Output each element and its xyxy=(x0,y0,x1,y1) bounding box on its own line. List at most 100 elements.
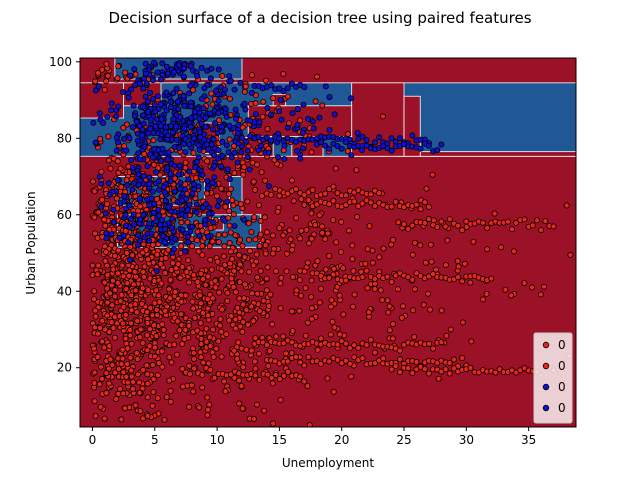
data-point xyxy=(342,139,349,146)
data-point xyxy=(119,262,126,269)
data-point xyxy=(362,260,369,267)
data-point xyxy=(89,262,96,269)
data-point xyxy=(301,84,308,91)
data-point xyxy=(208,266,215,273)
data-point xyxy=(215,338,222,345)
data-point xyxy=(276,192,283,199)
data-point xyxy=(348,152,355,159)
data-point xyxy=(98,203,105,210)
data-point xyxy=(207,366,214,373)
data-point xyxy=(257,267,264,274)
data-point xyxy=(298,196,305,203)
data-point xyxy=(255,350,262,357)
data-point xyxy=(224,297,231,304)
data-point xyxy=(162,255,169,262)
data-point xyxy=(316,114,323,121)
data-point xyxy=(326,126,333,133)
data-point xyxy=(363,142,370,149)
data-point xyxy=(454,257,461,264)
y-tick-label: 40 xyxy=(57,284,72,298)
data-point xyxy=(119,355,126,362)
data-point xyxy=(131,66,138,73)
data-point xyxy=(113,147,120,154)
data-point xyxy=(129,124,136,131)
data-point xyxy=(280,372,287,379)
data-point xyxy=(438,339,445,346)
data-point xyxy=(308,277,315,284)
data-point xyxy=(113,113,120,120)
data-point xyxy=(234,159,241,166)
data-point xyxy=(161,416,168,423)
data-point xyxy=(314,346,321,353)
data-point xyxy=(103,235,110,242)
data-point xyxy=(299,145,306,152)
data-point xyxy=(450,356,457,363)
data-point xyxy=(384,145,391,152)
data-point xyxy=(496,366,503,373)
data-point xyxy=(398,314,405,321)
data-point xyxy=(104,72,111,79)
data-point xyxy=(242,106,249,113)
data-point xyxy=(134,371,141,378)
data-point xyxy=(160,326,167,333)
data-point xyxy=(232,106,239,113)
legend-marker xyxy=(542,341,550,349)
data-point xyxy=(151,102,158,109)
data-point xyxy=(236,309,243,316)
data-point xyxy=(202,216,209,223)
data-point xyxy=(205,146,212,153)
data-point xyxy=(425,215,432,222)
data-point xyxy=(297,155,304,162)
data-point xyxy=(264,371,271,378)
data-point xyxy=(166,354,173,361)
data-point xyxy=(218,123,225,130)
data-point xyxy=(434,224,441,231)
data-point xyxy=(147,125,154,132)
data-point xyxy=(447,326,454,333)
data-point xyxy=(110,219,117,226)
data-point xyxy=(470,238,477,245)
data-point xyxy=(389,321,396,328)
data-point xyxy=(446,359,453,366)
data-point xyxy=(278,116,285,123)
data-point xyxy=(234,130,241,137)
data-point xyxy=(310,125,317,132)
data-point xyxy=(123,340,130,347)
data-point xyxy=(201,85,208,92)
data-point xyxy=(207,110,214,117)
data-point xyxy=(173,123,180,130)
data-point xyxy=(227,371,234,378)
data-point xyxy=(128,367,135,374)
data-point xyxy=(113,134,120,141)
data-point xyxy=(186,201,193,208)
data-point xyxy=(252,111,259,118)
data-point xyxy=(130,102,137,109)
data-point xyxy=(190,355,197,362)
data-point xyxy=(184,206,191,213)
data-point xyxy=(157,76,164,83)
data-point xyxy=(261,177,268,184)
data-point xyxy=(264,125,271,132)
data-point xyxy=(180,73,187,80)
data-point xyxy=(91,379,98,386)
data-point xyxy=(351,198,358,205)
data-point xyxy=(263,275,270,282)
data-point xyxy=(484,246,491,253)
data-point xyxy=(267,291,274,298)
data-point xyxy=(156,178,163,185)
data-point xyxy=(154,372,161,379)
data-point xyxy=(330,217,337,224)
data-point xyxy=(316,212,323,219)
data-point xyxy=(226,260,233,267)
data-point xyxy=(145,287,152,294)
data-point xyxy=(467,279,474,286)
data-point xyxy=(155,292,162,299)
data-point xyxy=(117,165,124,172)
data-point xyxy=(218,185,225,192)
y-axis-label: Urban Population xyxy=(24,191,38,294)
data-point xyxy=(178,311,185,318)
data-point xyxy=(231,149,238,156)
data-point xyxy=(221,243,228,250)
data-point xyxy=(102,210,109,217)
